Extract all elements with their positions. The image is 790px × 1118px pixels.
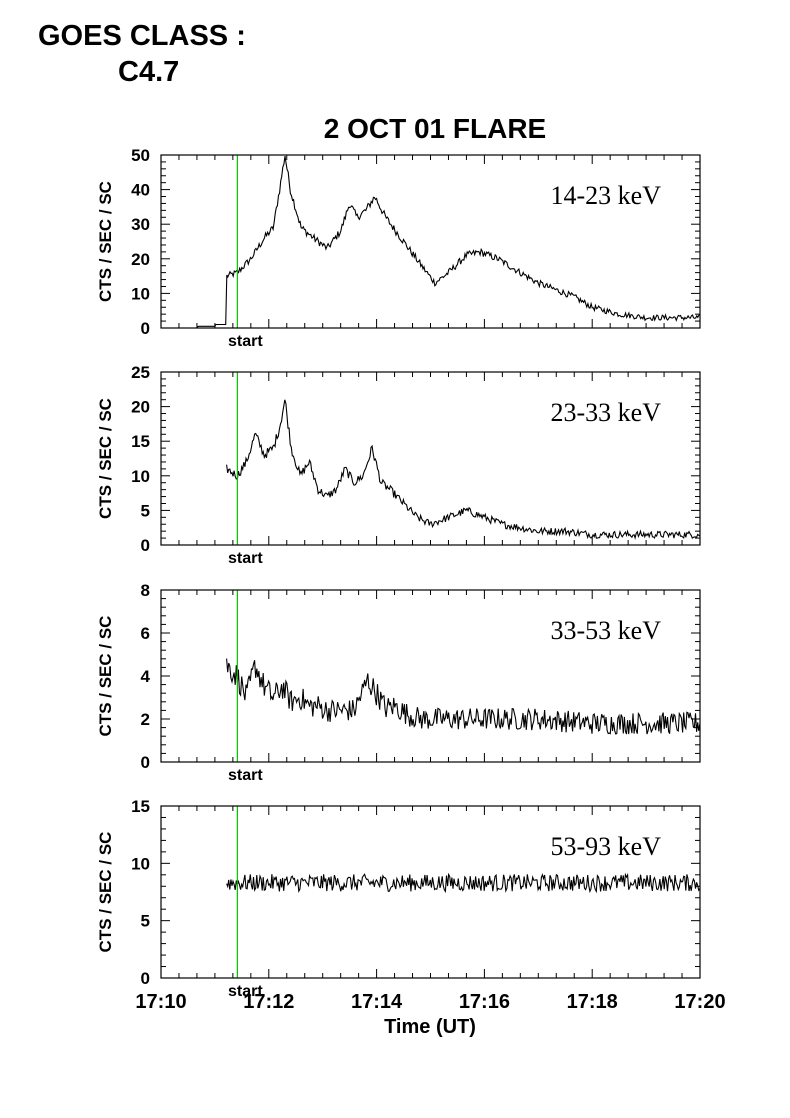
y-tick-label: 0 [141,536,150,555]
energy-band-label: 33-53 keV [551,616,662,645]
x-tick-label: 17:14 [351,991,403,1013]
y-tick-label: 2 [141,710,150,729]
y-tick-label: 0 [141,753,150,772]
y-tick-label: 50 [131,146,150,165]
start-marker-label: start [228,550,263,567]
panel-3: 0 2 4 6 8 CTS / SEC / SC 33-53 keV start [96,581,701,784]
y-axis-label: CTS / SEC / SC [96,832,115,953]
y-tick-label: 6 [141,624,150,643]
panel-1: 0 10 20 30 40 50 CTS / SEC / SC 14-23 keV start [96,146,701,350]
x-tick-label: 17:10 [135,991,186,1013]
panel-frame [160,589,701,763]
y-tick-label: 10 [131,467,150,486]
x-axis-label: Time (UT) [384,1016,476,1038]
count-rate-trace [226,399,700,540]
panel-frame [160,371,701,546]
y-tick-label: 40 [131,181,150,200]
energy-band-label: 23-33 keV [551,398,662,427]
energy-band-label: 14-23 keV [551,181,662,210]
panel-frame [160,154,701,329]
goes-class-title: GOES CLASS : C4.7 [38,18,246,90]
x-tick-label: 17:18 [567,991,618,1013]
goes-class-value: C4.7 [118,56,180,88]
start-marker-label: start [228,983,263,1000]
y-tick-label: 15 [131,797,150,816]
y-tick-label: 8 [141,581,150,600]
y-tick-label: 10 [131,284,150,303]
start-marker-label: start [228,333,263,350]
y-tick-label: 25 [131,363,150,382]
y-tick-label: 20 [131,250,150,269]
chart-title: 2 OCT 01 FLARE [324,113,546,144]
count-rate-trace [226,658,700,735]
y-tick-label: 15 [131,432,150,451]
y-tick-label: 10 [131,854,150,873]
count-rate-trace [226,872,700,894]
x-tick-label: 17:16 [459,991,510,1013]
y-tick-label: 5 [141,912,150,931]
start-marker-label: start [228,767,263,784]
panel-2: 0 5 10 15 20 25 CTS / SEC / SC 23-33 keV start [96,363,701,567]
y-tick-label: 0 [141,969,150,988]
y-axis-label: CTS / SEC / SC [96,181,115,302]
y-axis-label: CTS / SEC / SC [96,398,115,519]
y-tick-label: 0 [141,319,150,338]
goes-class-label: GOES CLASS : [38,20,246,52]
panel-4: 0 5 10 15 CTS / SEC / SC 53-93 keV start [96,797,701,1000]
y-tick-label: 4 [141,667,151,686]
panel-frame [160,805,701,979]
y-tick-label: 30 [131,215,150,234]
energy-band-label: 53-93 keV [551,832,662,861]
x-tick-label: 17:20 [674,991,725,1013]
x-tick-label: 17:12 [243,991,294,1013]
y-axis-label: CTS / SEC / SC [96,616,115,737]
count-rate-trace [161,156,700,328]
y-tick-label: 5 [141,501,150,520]
y-tick-label: 20 [131,398,150,417]
